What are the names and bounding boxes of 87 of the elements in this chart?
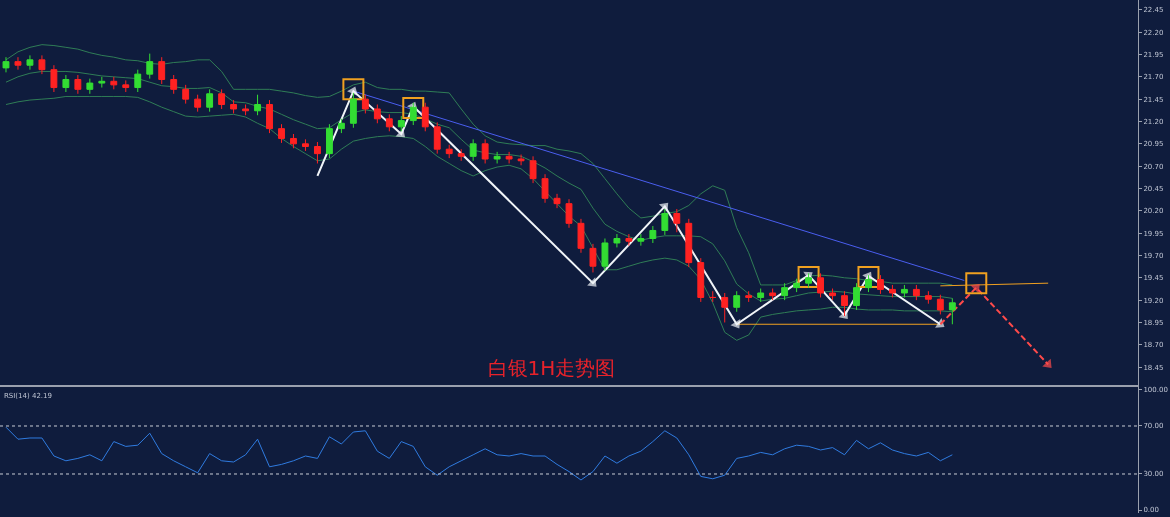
point	[857, 265, 880, 288]
candlestick	[337, 118, 345, 134]
candlestick	[158, 56, 166, 85]
candlestick	[613, 233, 621, 248]
candlestick	[601, 238, 609, 272]
candlestick	[553, 193, 561, 209]
candlestick	[793, 278, 801, 293]
candlestick	[733, 290, 741, 313]
candlestick	[769, 288, 777, 301]
candlestick	[673, 208, 681, 233]
candlestick	[26, 54, 34, 71]
candlestick	[457, 148, 465, 162]
candlestick	[517, 154, 525, 166]
candlestick	[721, 292, 729, 323]
point	[838, 309, 848, 320]
candlestick	[900, 284, 908, 298]
candlestick	[433, 121, 441, 155]
candlestick	[14, 56, 22, 71]
candlestick	[541, 173, 549, 204]
candlestick	[50, 64, 58, 93]
point	[658, 202, 669, 213]
candlestick	[86, 78, 94, 95]
line-series	[5, 426, 953, 481]
candlestick	[98, 76, 106, 89]
candlestick	[505, 151, 513, 164]
candlestick	[182, 84, 190, 105]
text: 白银1H走势图	[487, 356, 616, 380]
candlestick	[912, 284, 920, 301]
candlestick	[302, 138, 309, 152]
candlestick	[194, 94, 202, 113]
candlestick	[122, 79, 130, 93]
candlestick	[924, 290, 932, 305]
point	[342, 78, 365, 101]
candlestick	[314, 141, 321, 164]
line-series	[5, 70, 953, 302]
candlestick	[290, 133, 297, 149]
candlestick	[577, 218, 585, 254]
candlestick	[254, 94, 261, 116]
candlestick	[781, 282, 789, 301]
candlestick	[637, 233, 645, 247]
candlestick	[936, 294, 944, 315]
candlestick	[709, 290, 717, 303]
point	[587, 277, 597, 287]
candlestick	[421, 102, 429, 132]
point	[730, 319, 741, 329]
candlestick	[385, 113, 393, 132]
candlestick	[266, 99, 273, 134]
candlestick	[889, 284, 896, 298]
candlestick	[361, 94, 369, 114]
candlestick	[278, 123, 285, 144]
candlestick	[218, 88, 226, 110]
candlestick	[625, 233, 633, 247]
candlestick	[589, 243, 597, 273]
candlestick	[481, 138, 489, 164]
candlestick	[146, 53, 154, 80]
candlestick	[493, 151, 501, 164]
candlestick	[325, 123, 333, 159]
candlestick	[206, 88, 214, 113]
candlestick	[373, 104, 381, 124]
candlestick	[134, 69, 142, 93]
candlestick	[445, 144, 453, 159]
line-series	[5, 44, 953, 286]
line-series	[5, 95, 953, 341]
candlestick	[242, 104, 249, 116]
candlestick	[170, 74, 178, 95]
candlestick	[565, 198, 573, 229]
candlestick	[110, 76, 118, 90]
candlestick	[697, 257, 705, 303]
candlestick	[757, 288, 765, 303]
candlestick	[38, 54, 46, 75]
candlestick	[74, 74, 82, 95]
point	[402, 97, 425, 120]
candlestick	[529, 155, 537, 184]
candlestick	[2, 56, 10, 73]
candlestick	[685, 218, 693, 268]
candlestick	[745, 290, 753, 303]
candlestick	[649, 225, 657, 244]
candlestick	[877, 274, 884, 295]
candlestick	[230, 99, 238, 114]
point	[395, 128, 406, 138]
candlestick	[948, 297, 956, 325]
candlestick	[62, 74, 70, 93]
candlestick	[469, 138, 477, 162]
point	[797, 265, 820, 288]
candlestick	[817, 272, 824, 298]
candlestick	[853, 282, 860, 311]
candlestick	[829, 288, 836, 301]
